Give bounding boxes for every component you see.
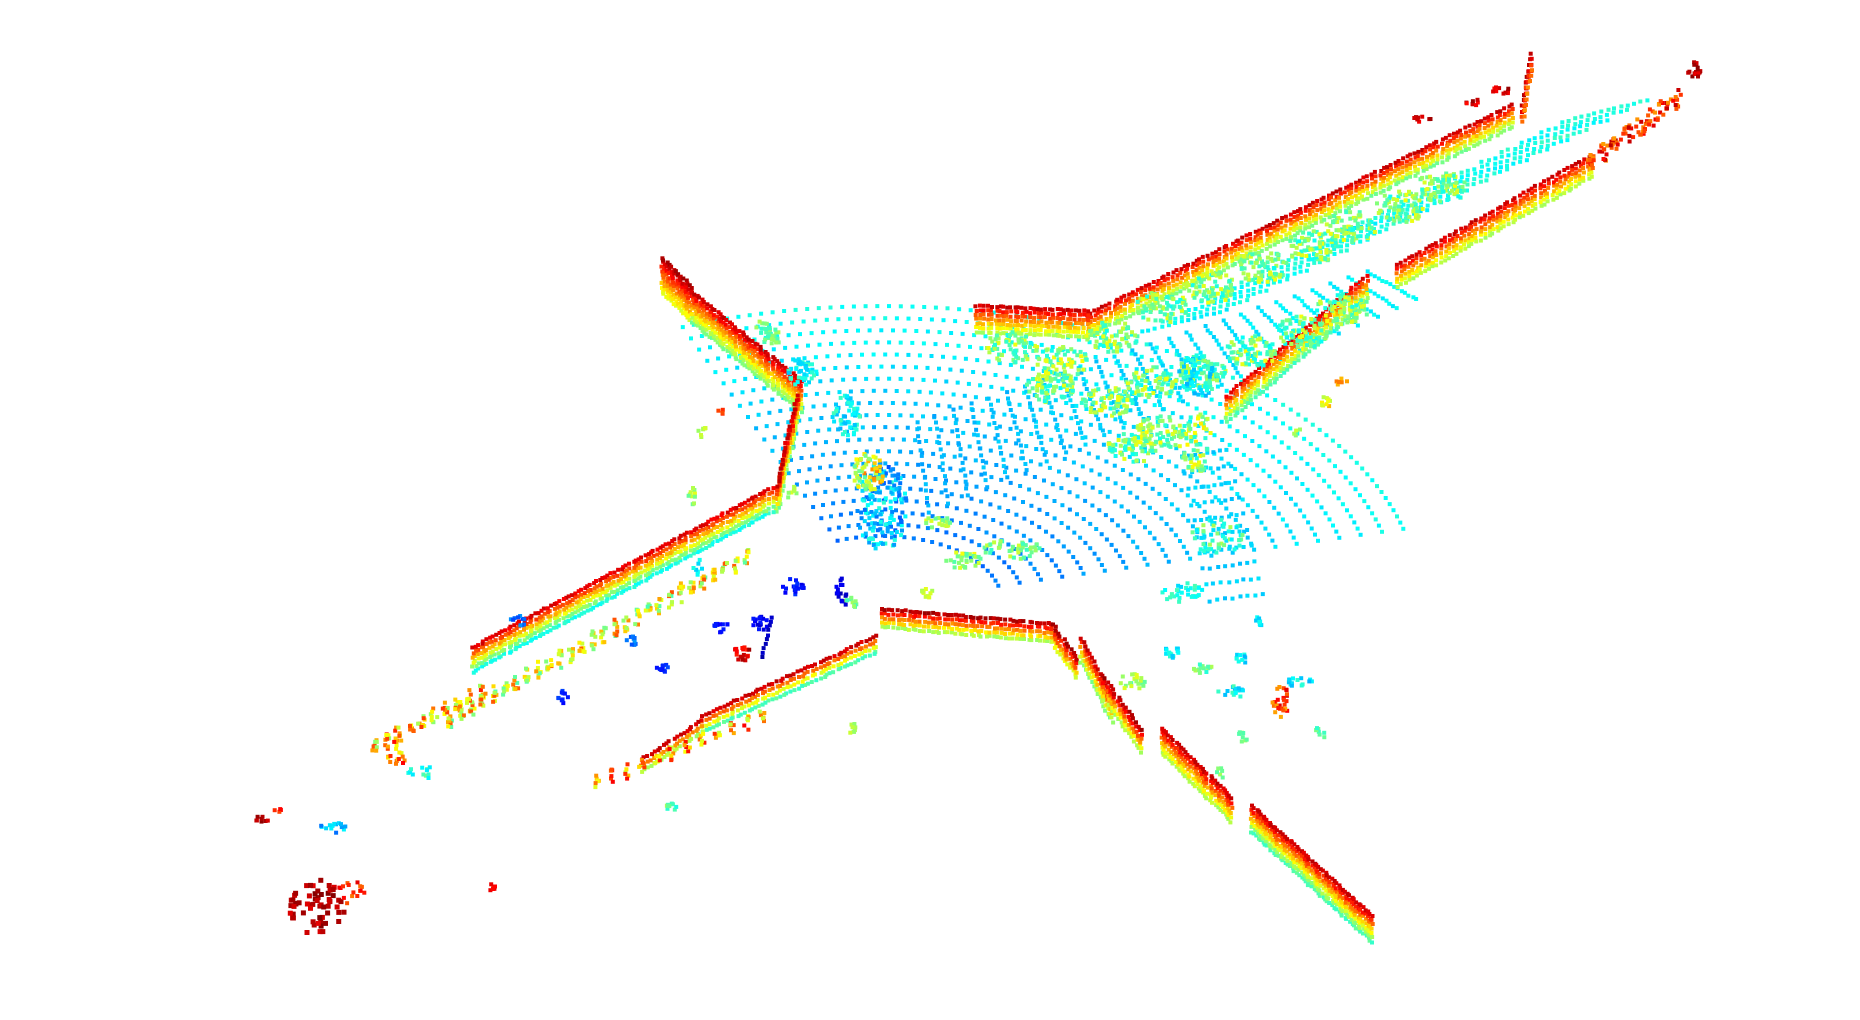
point-cloud-canvas [254, 51, 1703, 945]
point-cloud-viewport[interactable] [0, 0, 1860, 1016]
